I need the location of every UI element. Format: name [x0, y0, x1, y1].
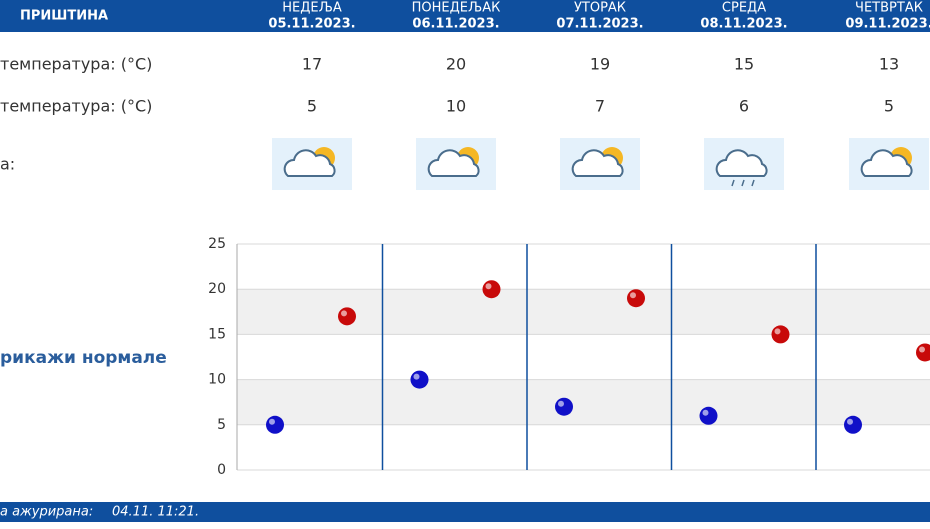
rain-drop — [731, 179, 735, 187]
day-name: ПОНЕДЕЉАК — [412, 1, 501, 16]
weather-icon — [416, 138, 496, 190]
day-date: 06.11.2023. — [412, 17, 499, 32]
point-highlight — [774, 328, 781, 335]
temp-point — [410, 370, 429, 389]
row-label: а: — [0, 155, 15, 174]
cell-value: 10 — [446, 97, 466, 116]
rain-drop — [741, 179, 745, 187]
day-name: УТОРАК — [574, 1, 626, 16]
temp-point — [627, 289, 645, 308]
point-highlight — [702, 409, 709, 416]
point-highlight — [269, 418, 275, 425]
city: ПРИШТИНА — [20, 9, 108, 24]
cloud — [715, 149, 768, 177]
point-highlight — [919, 346, 925, 353]
temp-point — [699, 406, 718, 425]
temp-point — [916, 343, 930, 362]
footer-time: 04.11. 11:21. — [112, 505, 199, 520]
row-label: температура: (°C) — [0, 97, 152, 116]
footer-bar — [0, 502, 930, 522]
day-date: 09.11.2023. — [845, 17, 930, 32]
cell-value: 17 — [302, 55, 322, 74]
point-highlight — [630, 292, 636, 299]
day-name: ЧЕТВРТАК — [855, 1, 923, 16]
footer-label: а ажурирана: — [0, 505, 93, 520]
point-highlight — [558, 400, 564, 407]
temp-point — [482, 280, 501, 299]
y-tick-label: 15 — [208, 326, 226, 342]
normals-toggle[interactable]: рикажи нормале — [0, 348, 167, 368]
point-highlight — [413, 373, 420, 380]
y-tick-label: 20 — [208, 281, 226, 297]
weather-icon — [560, 138, 640, 190]
cloud — [571, 149, 624, 177]
temp-point — [555, 397, 573, 416]
cell-value: 5 — [884, 97, 894, 116]
y-tick-label: 25 — [208, 236, 226, 252]
cloud — [283, 149, 336, 177]
point-highlight — [847, 418, 853, 425]
cloud — [427, 149, 480, 177]
cell-value: 7 — [595, 97, 605, 116]
cloud — [860, 149, 913, 177]
cell-value: 6 — [739, 97, 749, 116]
cell-value: 15 — [734, 55, 754, 74]
weather-icon — [272, 138, 352, 190]
day-date: 08.11.2023. — [700, 17, 787, 32]
day-date: 07.11.2023. — [556, 17, 643, 32]
weather-icon — [704, 138, 784, 190]
temp-point — [771, 325, 790, 344]
header-bar — [0, 0, 930, 32]
rain-drop — [751, 179, 755, 187]
cell-value: 13 — [879, 55, 899, 74]
point-highlight — [341, 310, 347, 317]
y-tick-label: 5 — [217, 417, 226, 433]
y-tick-label: 10 — [208, 372, 226, 388]
cell-value: 5 — [307, 97, 317, 116]
temp-point — [844, 415, 862, 434]
y-tick-label: 0 — [217, 462, 226, 478]
point-highlight — [485, 283, 492, 290]
day-name: НЕДЕЉА — [282, 1, 342, 16]
temp-point — [266, 415, 284, 434]
row-label: температура: (°C) — [0, 55, 152, 74]
day-date: 05.11.2023. — [268, 17, 355, 32]
temp-point — [338, 307, 356, 326]
cell-value: 19 — [590, 55, 610, 74]
weather-icon — [849, 138, 929, 190]
plot-band — [237, 379, 930, 425]
day-name: СРЕДА — [722, 1, 766, 16]
cell-value: 20 — [446, 55, 466, 74]
